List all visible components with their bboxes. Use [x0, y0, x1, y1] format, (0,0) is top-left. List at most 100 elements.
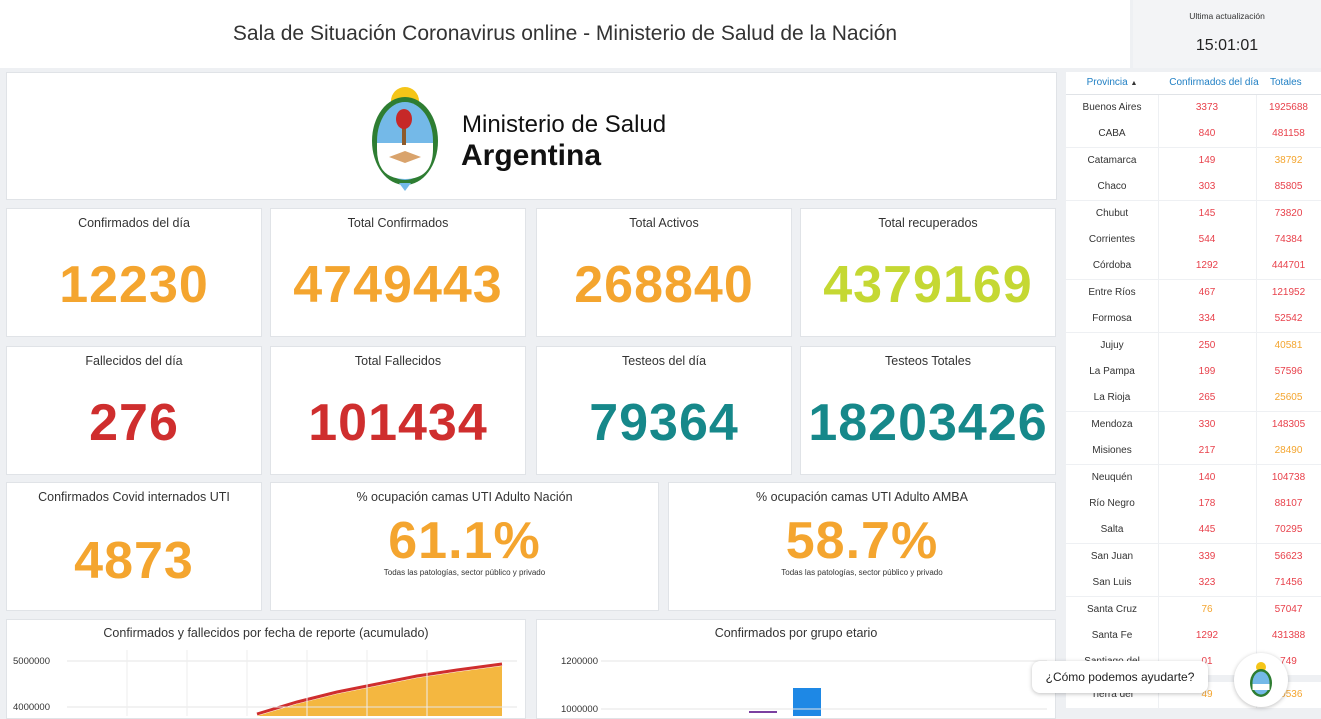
- daily-cell: 140: [1158, 464, 1257, 491]
- daily-cell: 265: [1158, 385, 1257, 412]
- header-province[interactable]: Provincia ▲: [1066, 72, 1158, 95]
- province-name: San Luis: [1066, 570, 1159, 597]
- daily-cell: 199: [1158, 359, 1257, 385]
- daily-cell: 76: [1158, 596, 1257, 623]
- kpi-card: Total recuperados 4379169: [800, 208, 1056, 337]
- bar-decor: [793, 688, 821, 716]
- table-row: Chaco 303 85805: [1066, 174, 1321, 202]
- kpi-value: 58.7%: [785, 512, 939, 570]
- daily-cell: 303: [1158, 174, 1257, 201]
- daily-cell: 840: [1158, 121, 1257, 148]
- total-cell: 25605: [1274, 392, 1303, 404]
- update-label: Ultima actualización: [1189, 11, 1265, 21]
- kpi-value: 18203426: [808, 394, 1048, 452]
- column-label: Provincia: [1086, 77, 1128, 88]
- province-name: Chubut: [1066, 200, 1159, 227]
- table-row: Misiones 217 28490: [1066, 438, 1321, 466]
- total-cell: 40581: [1274, 339, 1303, 351]
- daily-cell: 178: [1158, 491, 1257, 517]
- header-bar: Sala de Situación Coronavirus online - M…: [0, 0, 1130, 68]
- kpi-value: 4873: [74, 532, 194, 590]
- province-name: Santa Fe: [1066, 623, 1159, 649]
- daily-cell: 339: [1158, 543, 1257, 570]
- province-name: Salta: [1066, 517, 1159, 544]
- province-name: Río Negro: [1066, 491, 1159, 517]
- table-row: La Rioja 265 25605: [1066, 385, 1321, 413]
- total-cell: 749: [1280, 656, 1297, 668]
- kpi-value: 101434: [308, 394, 488, 452]
- page-title: Sala de Situación Coronavirus online - M…: [232, 22, 898, 45]
- kpi-card: % ocupación camas UTI Adulto Nación 61.1%…: [270, 482, 659, 611]
- table-row: Mendoza 330 148305: [1066, 411, 1321, 439]
- daily-cell: 467: [1158, 279, 1257, 306]
- chart-card: Confirmados por grupo etario 1200000 1000…: [536, 619, 1056, 719]
- total-cell: 57596: [1274, 366, 1303, 377]
- daily-cell: 250: [1158, 332, 1257, 359]
- total-cell: 57047: [1274, 603, 1303, 615]
- province-name: La Pampa: [1066, 359, 1159, 385]
- header-total[interactable]: Totales: [1270, 77, 1302, 88]
- kpi-card: Fallecidos del día 276: [6, 346, 262, 475]
- kpi-label: Total Fallecidos: [354, 354, 442, 368]
- daily-cell: 445: [1158, 517, 1257, 544]
- total-cell: 431388: [1271, 630, 1306, 641]
- table-row: Córdoba 1292 444701: [1066, 253, 1321, 281]
- kpi-card: Total Fallecidos 101434: [270, 346, 526, 475]
- kpi-card: Confirmados del día 12230: [6, 208, 262, 337]
- table-row: Buenos Aires 3373 1925688: [1066, 95, 1321, 122]
- kpi-label: % ocupación camas UTI Adulto Nación: [356, 490, 573, 504]
- kpi-label: Testeos Totales: [885, 354, 971, 368]
- area-decor: [257, 666, 502, 716]
- total-cell: 56623: [1274, 550, 1303, 562]
- total-cell: 85805: [1274, 181, 1303, 193]
- logo-card: Ministerio de Salud Argentina: [6, 72, 1057, 200]
- chat-button[interactable]: [1234, 653, 1288, 707]
- kpi-card: % ocupación camas UTI Adulto AMBA 58.7% To…: [668, 482, 1056, 611]
- kpi-value: 276: [89, 394, 179, 452]
- province-name: San Juan: [1066, 543, 1159, 570]
- kpi-note: Todas las patologías, sector público y p…: [383, 568, 546, 577]
- total-cell: 73820: [1274, 207, 1303, 219]
- province-name: Jujuy: [1066, 332, 1159, 359]
- update-box: Ultima actualización 15:01:01: [1133, 0, 1321, 68]
- province-name: Chaco: [1066, 174, 1159, 201]
- chart: 5000000 4000000: [13, 650, 517, 716]
- daily-cell: 149: [1158, 147, 1257, 174]
- table-row: San Juan 339 56623: [1066, 543, 1321, 571]
- table-row: Jujuy 250 40581: [1066, 332, 1321, 360]
- province-name: La Rioja: [1066, 385, 1159, 412]
- table-row: Río Negro 178 88107: [1066, 491, 1321, 518]
- y-tick-label: 1200000: [561, 656, 598, 667]
- total-cell: 1925688: [1269, 102, 1308, 113]
- table-row: San Luis 323 71456: [1066, 570, 1321, 598]
- kpi-value: 12230: [59, 256, 209, 314]
- kpi-card: Total Activos 268840: [536, 208, 792, 337]
- line-decor: [256, 662, 503, 716]
- table-row: Entre Ríos 467 121952: [1066, 279, 1321, 307]
- table-row: Corrientes 544 74384: [1066, 227, 1321, 254]
- kpi-label: Total Activos: [629, 216, 699, 230]
- kpi-label: Total recuperados: [878, 216, 978, 230]
- chat-bubble[interactable]: ¿Cómo podemos ayudarte?: [1032, 661, 1208, 693]
- kpi-label: Fallecidos del día: [85, 354, 183, 368]
- kpi-value: 61.1%: [388, 512, 541, 570]
- province-name: Neuquén: [1066, 464, 1159, 491]
- chat-icon: [1250, 662, 1272, 697]
- header-daily[interactable]: Confirmados del día: [1169, 77, 1259, 88]
- province-name: Catamarca: [1066, 147, 1159, 174]
- kpi-value: 79364: [589, 394, 739, 452]
- province-name: CABA: [1066, 121, 1159, 148]
- total-cell: 104738: [1271, 471, 1306, 483]
- y-tick-label: 5000000: [13, 656, 50, 667]
- update-time: 15:01:01: [1195, 37, 1259, 54]
- province-name: Misiones: [1066, 438, 1159, 465]
- province-name: Entre Ríos: [1066, 279, 1159, 306]
- total-cell: 88107: [1274, 498, 1303, 509]
- province-name: Tierra del: [1066, 681, 1159, 708]
- total-cell: 52542: [1274, 313, 1303, 325]
- daily-cell: 1292: [1158, 623, 1257, 649]
- table-row: Santa Fe 1292 431388: [1066, 623, 1321, 650]
- chart: 1200000 1000000: [561, 656, 1047, 716]
- daily-cell: 544: [1158, 227, 1257, 253]
- daily-cell: 3373: [1158, 95, 1257, 121]
